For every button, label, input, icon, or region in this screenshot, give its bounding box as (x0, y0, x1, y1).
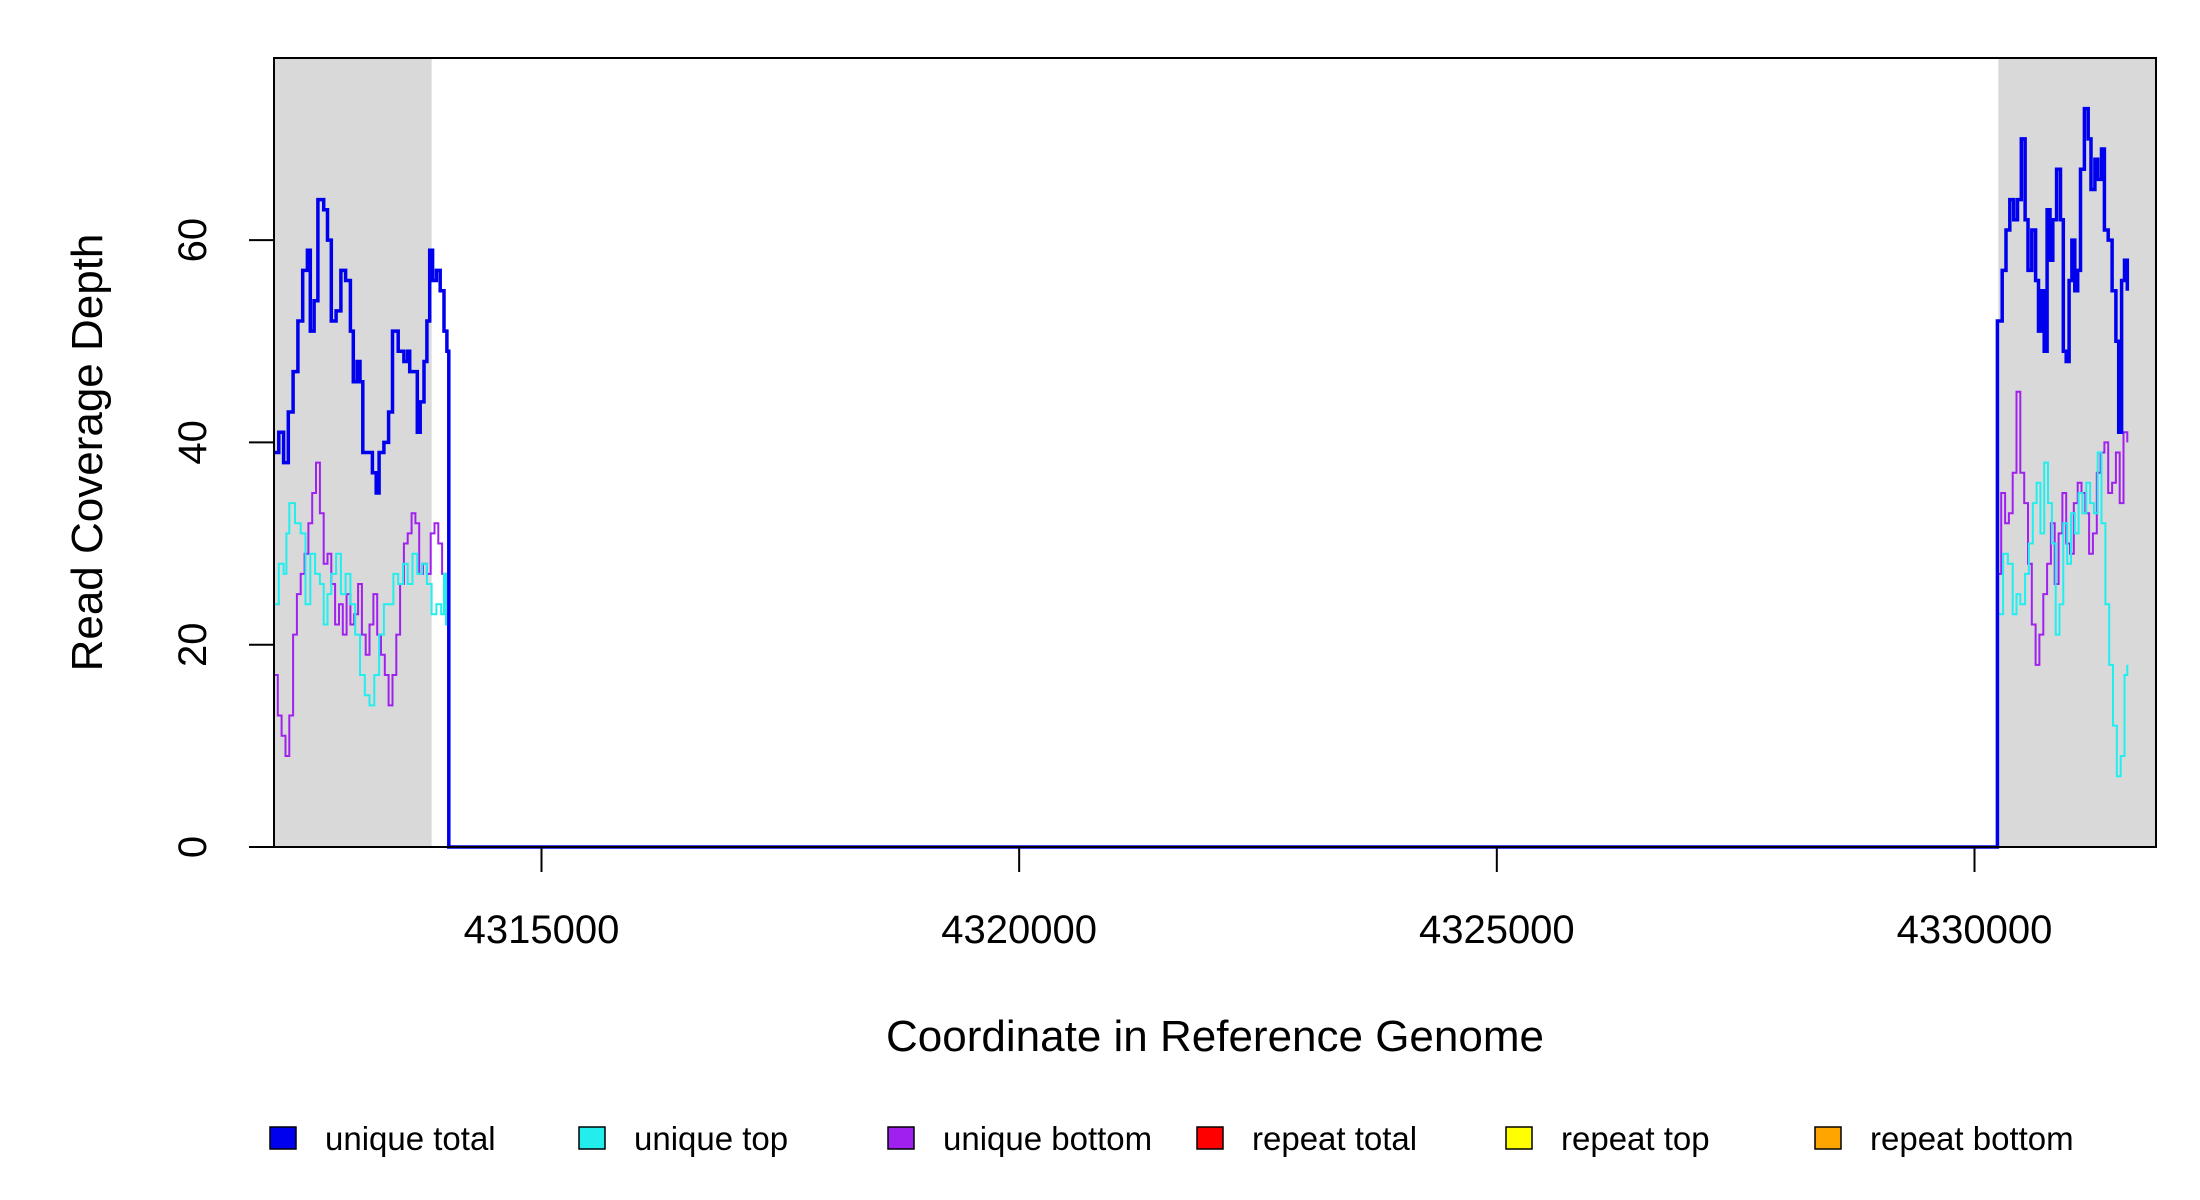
legend-label-unique-top: unique top (634, 1120, 788, 1157)
y-tick-label: 60 (171, 218, 215, 262)
plot-frame (273, 57, 2157, 848)
x-axis-title: Coordinate in Reference Genome (886, 1012, 1544, 1061)
series-lines (274, 106, 2156, 849)
series-line-unique-total (274, 106, 2130, 849)
y-axis-title: Read Coverage Depth (63, 234, 112, 672)
legend-swatch-repeat-top (1505, 1126, 1533, 1150)
shaded-regions (274, 58, 2156, 847)
y-tick-label: 0 (171, 836, 215, 858)
x-tick-label: 4325000 (1419, 908, 1575, 952)
y-tick-label: 20 (171, 622, 215, 667)
legend-label-unique-bottom: unique bottom (943, 1120, 1152, 1157)
legend: unique total unique top unique bottom repea… (269, 1120, 2074, 1157)
legend-swatch-unique-top (578, 1126, 606, 1150)
legend-label-repeat-top: repeat top (1561, 1120, 1710, 1157)
legend-label-repeat-total: repeat total (1252, 1120, 1417, 1157)
legend-swatch-unique-total (269, 1126, 297, 1150)
axes: 4315000 4320000 4325000 4330000 0 20 40 60 (171, 218, 2052, 952)
legend-swatch-unique-bottom (887, 1126, 915, 1150)
x-tick-label: 4315000 (464, 908, 620, 952)
legend-swatch-repeat-bottom (1814, 1126, 1842, 1150)
series-line-unique-bottom (274, 390, 2129, 848)
x-tick-label: 4330000 (1897, 908, 2053, 952)
y-tick-label: 40 (171, 420, 215, 465)
legend-label-repeat-bottom: repeat bottom (1870, 1120, 2074, 1157)
legend-label-unique-total: unique total (325, 1120, 496, 1157)
series-line-unique-top (274, 451, 2129, 848)
shaded-region-1 (274, 58, 432, 847)
x-tick-label: 4320000 (941, 908, 1097, 952)
legend-swatch-repeat-total (1196, 1126, 1224, 1150)
